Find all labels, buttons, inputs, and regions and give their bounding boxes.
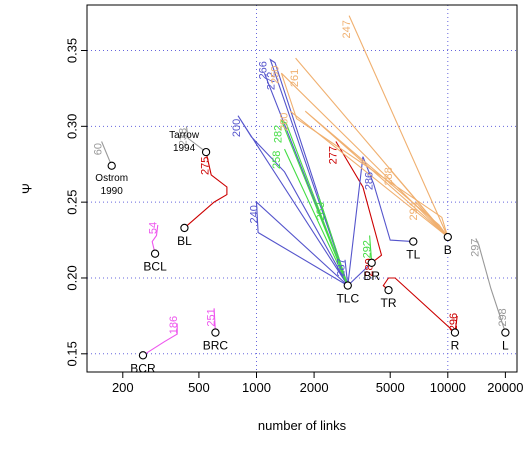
point-B [444, 233, 451, 240]
point-label-BL: BL [177, 234, 192, 248]
point-label-TLC: TLC [336, 292, 359, 306]
x-tick-label-5: 10000 [430, 380, 466, 395]
annotation-point-1 [202, 149, 209, 156]
y-axis-title: Ψ [19, 183, 34, 194]
point-TL [410, 238, 417, 245]
point-BCL [151, 250, 158, 257]
series-1-label-2: 200 [231, 119, 243, 137]
annotation-0-line-1: 1990 [101, 186, 124, 197]
y-tick-label-2: 0.25 [64, 189, 79, 214]
point-label-BCL: BCL [143, 260, 167, 274]
point-label-BR: BR [363, 269, 380, 283]
y-tick-label-0: 0.15 [64, 341, 79, 366]
x-tick-label-1: 500 [188, 380, 210, 395]
point-TLC [344, 282, 351, 289]
x-tick-label-6: 20000 [487, 380, 523, 395]
series-3-label-0: 247 [341, 20, 353, 38]
point-BCR [139, 352, 146, 359]
x-tick-label-0: 200 [112, 380, 134, 395]
series-2-label-2: 283 [315, 202, 327, 220]
point-TR [385, 287, 392, 294]
series-4-label-0: 60 [93, 143, 105, 155]
x-axis-title: number of links [258, 418, 347, 433]
series-3-label-5: 294 [408, 202, 420, 220]
x-tick-label-4: 5000 [376, 380, 405, 395]
y-tick-label-1: 0.20 [64, 265, 79, 290]
annotation-0-line-0: Ostrom [95, 173, 128, 184]
annotations-layer: Ostrom 1990 Tarrow 1994 [95, 130, 209, 197]
series-0-label-1: 277 [328, 146, 340, 164]
series-3-label-4: 288 [383, 167, 395, 185]
annotation-1-line-1: 1994 [173, 143, 196, 154]
point-label-B: B [444, 243, 452, 257]
y-tick-label-4: 0.35 [64, 38, 79, 63]
series-4-label-3: 298 [497, 308, 509, 326]
y-tick-label-3: 0.30 [64, 114, 79, 139]
series-2-label-1: 258 [271, 151, 283, 169]
x-tick-label-2: 1000 [242, 380, 271, 395]
series-3-label-1: 261 [289, 69, 301, 87]
point-label-L: L [502, 339, 509, 353]
series-5-label-2: 251 [206, 308, 218, 326]
point-BL [181, 224, 188, 231]
point-label-BCR: BCR [130, 361, 156, 375]
point-label-BRC: BRC [203, 339, 229, 353]
series-labels-layer: 2752772892962662722002402872862822582832… [93, 20, 510, 334]
point-label-R: R [451, 339, 460, 353]
series-1-label-3: 240 [249, 205, 261, 223]
point-BRC [212, 329, 219, 336]
x-tick-label-3: 2000 [300, 380, 329, 395]
series-0-label-0: 275 [199, 157, 211, 175]
series-0-path-1 [336, 142, 382, 263]
series-5-label-1: 186 [168, 316, 180, 334]
point-BR [368, 259, 375, 266]
series-3-label-2: 250 [269, 66, 281, 84]
series-0-label-3: 296 [448, 313, 460, 331]
series-5-label-0: 54 [147, 222, 159, 234]
series-4-label-2: 297 [470, 239, 482, 257]
point-L [502, 329, 509, 336]
series-3-path-2 [281, 73, 447, 237]
series-2-label-3: 292 [362, 240, 374, 258]
annotation-point-0 [108, 162, 115, 169]
point-R [451, 329, 458, 336]
point-label-TL: TL [406, 248, 420, 262]
series-1-label-4: 287 [335, 258, 347, 276]
series-layer [102, 16, 506, 356]
series-1-label-5: 286 [364, 172, 376, 190]
annotation-1-line-0: Tarrow [169, 130, 200, 141]
series-3-label-3: 280 [278, 113, 290, 131]
point-label-TR: TR [381, 296, 397, 310]
